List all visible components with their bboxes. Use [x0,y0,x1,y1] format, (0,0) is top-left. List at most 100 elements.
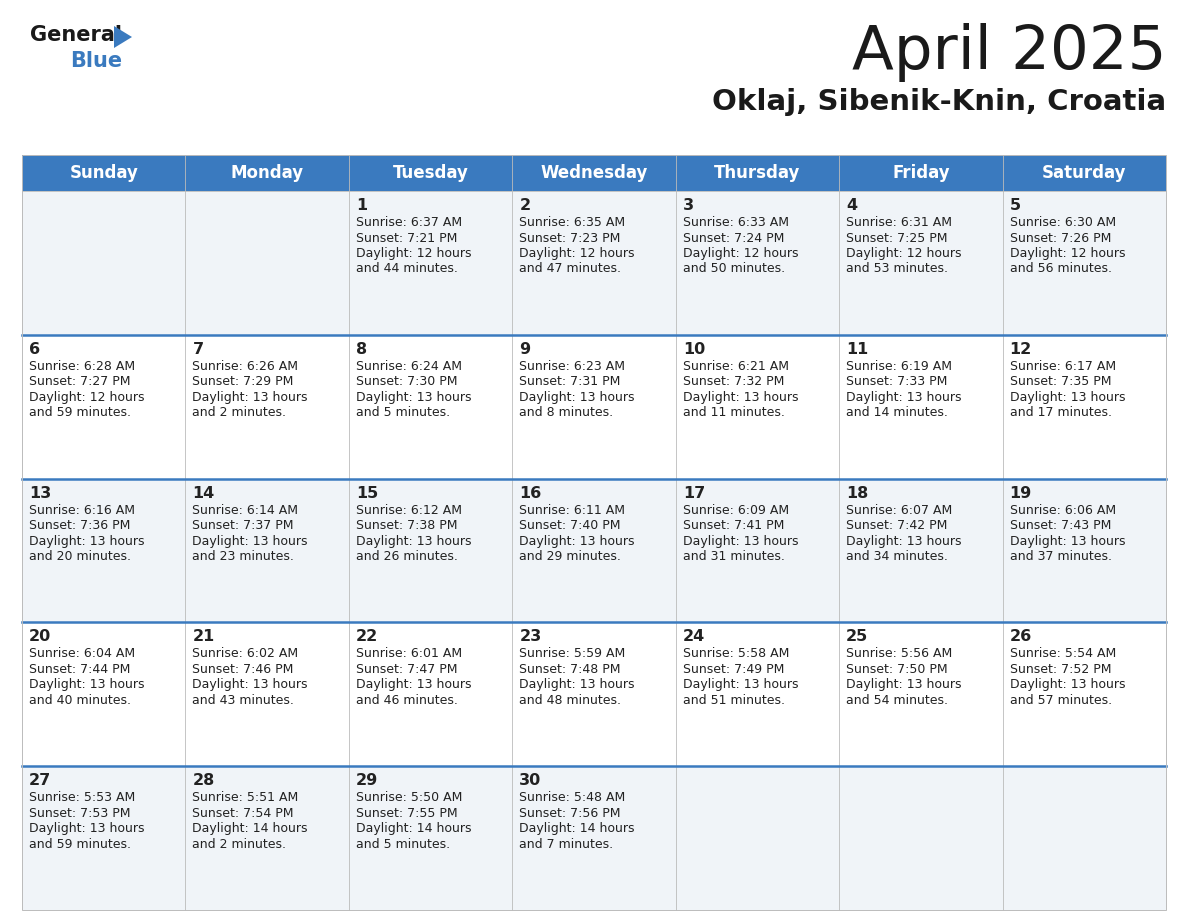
Text: and 17 minutes.: and 17 minutes. [1010,407,1112,420]
Text: 23: 23 [519,630,542,644]
Text: and 37 minutes.: and 37 minutes. [1010,550,1112,563]
Text: 30: 30 [519,773,542,789]
Text: Daylight: 13 hours: Daylight: 13 hours [29,823,145,835]
Text: 22: 22 [356,630,378,644]
Text: Sunrise: 6:07 AM: Sunrise: 6:07 AM [846,504,953,517]
Text: Sunrise: 6:11 AM: Sunrise: 6:11 AM [519,504,625,517]
Text: Sunrise: 6:06 AM: Sunrise: 6:06 AM [1010,504,1116,517]
Text: and 7 minutes.: and 7 minutes. [519,838,613,851]
Text: 2: 2 [519,198,530,213]
Text: Sunset: 7:26 PM: Sunset: 7:26 PM [1010,231,1111,244]
Text: and 50 minutes.: and 50 minutes. [683,263,785,275]
Bar [23,155,1165,910]
Text: 26: 26 [1010,630,1032,644]
Text: Daylight: 12 hours: Daylight: 12 hours [29,391,145,404]
Text: Daylight: 13 hours: Daylight: 13 hours [519,391,634,404]
Text: 28: 28 [192,773,215,789]
Text: Sunset: 7:21 PM: Sunset: 7:21 PM [356,231,457,244]
Text: 8: 8 [356,341,367,357]
Text: and 40 minutes.: and 40 minutes. [29,694,131,707]
Text: Daylight: 13 hours: Daylight: 13 hours [192,534,308,548]
Text: Sunset: 7:53 PM: Sunset: 7:53 PM [29,807,131,820]
Text: Daylight: 13 hours: Daylight: 13 hours [683,391,798,404]
Text: Blue: Blue [70,51,122,71]
Text: Sunrise: 6:19 AM: Sunrise: 6:19 AM [846,360,952,373]
Text: Sunset: 7:35 PM: Sunset: 7:35 PM [1010,375,1111,388]
Text: Daylight: 12 hours: Daylight: 12 hours [356,247,472,260]
Text: Sunrise: 6:30 AM: Sunrise: 6:30 AM [1010,216,1116,229]
Bar [23,478,1165,622]
Text: 24: 24 [683,630,704,644]
Text: 25: 25 [846,630,868,644]
Text: 1: 1 [356,198,367,213]
Text: Daylight: 13 hours: Daylight: 13 hours [1010,534,1125,548]
Text: Saturday: Saturday [1042,164,1126,182]
Text: and 43 minutes.: and 43 minutes. [192,694,295,707]
Text: 7: 7 [192,341,203,357]
Text: 21: 21 [192,630,215,644]
Text: Sunrise: 6:04 AM: Sunrise: 6:04 AM [29,647,135,660]
Text: Daylight: 13 hours: Daylight: 13 hours [519,534,634,548]
Text: and 31 minutes.: and 31 minutes. [683,550,784,563]
Text: and 5 minutes.: and 5 minutes. [356,838,450,851]
Text: and 26 minutes.: and 26 minutes. [356,550,457,563]
Text: 18: 18 [846,486,868,500]
Text: Daylight: 13 hours: Daylight: 13 hours [356,534,472,548]
Text: Daylight: 13 hours: Daylight: 13 hours [519,678,634,691]
Text: 15: 15 [356,486,378,500]
Text: 12: 12 [1010,341,1032,357]
Text: 10: 10 [683,341,704,357]
Text: Sunrise: 6:17 AM: Sunrise: 6:17 AM [1010,360,1116,373]
Text: and 59 minutes.: and 59 minutes. [29,838,131,851]
Text: and 23 minutes.: and 23 minutes. [192,550,295,563]
Text: and 51 minutes.: and 51 minutes. [683,694,785,707]
Text: and 48 minutes.: and 48 minutes. [519,694,621,707]
Text: Sunrise: 6:37 AM: Sunrise: 6:37 AM [356,216,462,229]
Bar [23,335,1165,478]
Text: Sunrise: 5:50 AM: Sunrise: 5:50 AM [356,791,462,804]
Text: Sunset: 7:36 PM: Sunset: 7:36 PM [29,519,131,532]
Text: Sunrise: 6:31 AM: Sunrise: 6:31 AM [846,216,952,229]
Text: and 20 minutes.: and 20 minutes. [29,550,131,563]
Text: Sunset: 7:33 PM: Sunset: 7:33 PM [846,375,948,388]
Text: 14: 14 [192,486,215,500]
Text: Daylight: 14 hours: Daylight: 14 hours [192,823,308,835]
Text: and 5 minutes.: and 5 minutes. [356,407,450,420]
Text: Daylight: 13 hours: Daylight: 13 hours [683,678,798,691]
Text: Sunset: 7:41 PM: Sunset: 7:41 PM [683,519,784,532]
Text: Sunrise: 6:23 AM: Sunrise: 6:23 AM [519,360,625,373]
Text: Sunset: 7:23 PM: Sunset: 7:23 PM [519,231,620,244]
Text: Sunrise: 6:02 AM: Sunrise: 6:02 AM [192,647,298,660]
Text: Daylight: 14 hours: Daylight: 14 hours [519,823,634,835]
Text: Sunset: 7:42 PM: Sunset: 7:42 PM [846,519,948,532]
Text: 16: 16 [519,486,542,500]
Text: Sunrise: 6:33 AM: Sunrise: 6:33 AM [683,216,789,229]
Text: Daylight: 13 hours: Daylight: 13 hours [29,678,145,691]
Text: and 46 minutes.: and 46 minutes. [356,694,457,707]
Text: Sunset: 7:48 PM: Sunset: 7:48 PM [519,663,621,676]
Text: Daylight: 13 hours: Daylight: 13 hours [846,678,961,691]
Text: Sunrise: 6:26 AM: Sunrise: 6:26 AM [192,360,298,373]
Bar [23,155,1165,191]
Text: Sunrise: 6:12 AM: Sunrise: 6:12 AM [356,504,462,517]
Text: Sunset: 7:56 PM: Sunset: 7:56 PM [519,807,621,820]
Text: Daylight: 13 hours: Daylight: 13 hours [846,534,961,548]
Text: and 29 minutes.: and 29 minutes. [519,550,621,563]
Text: and 59 minutes.: and 59 minutes. [29,407,131,420]
Polygon shape [114,26,132,48]
Text: Sunset: 7:52 PM: Sunset: 7:52 PM [1010,663,1111,676]
Text: Thursday: Thursday [714,164,801,182]
Text: 5: 5 [1010,198,1020,213]
Text: Sunset: 7:37 PM: Sunset: 7:37 PM [192,519,293,532]
Text: 9: 9 [519,341,530,357]
Text: Sunday: Sunday [69,164,138,182]
Text: Sunset: 7:46 PM: Sunset: 7:46 PM [192,663,293,676]
Text: Wednesday: Wednesday [541,164,647,182]
Text: Sunset: 7:54 PM: Sunset: 7:54 PM [192,807,293,820]
Text: 29: 29 [356,773,378,789]
Text: Sunset: 7:40 PM: Sunset: 7:40 PM [519,519,621,532]
Text: Sunset: 7:38 PM: Sunset: 7:38 PM [356,519,457,532]
Text: and 2 minutes.: and 2 minutes. [192,407,286,420]
Text: and 34 minutes.: and 34 minutes. [846,550,948,563]
Text: Sunrise: 5:48 AM: Sunrise: 5:48 AM [519,791,626,804]
